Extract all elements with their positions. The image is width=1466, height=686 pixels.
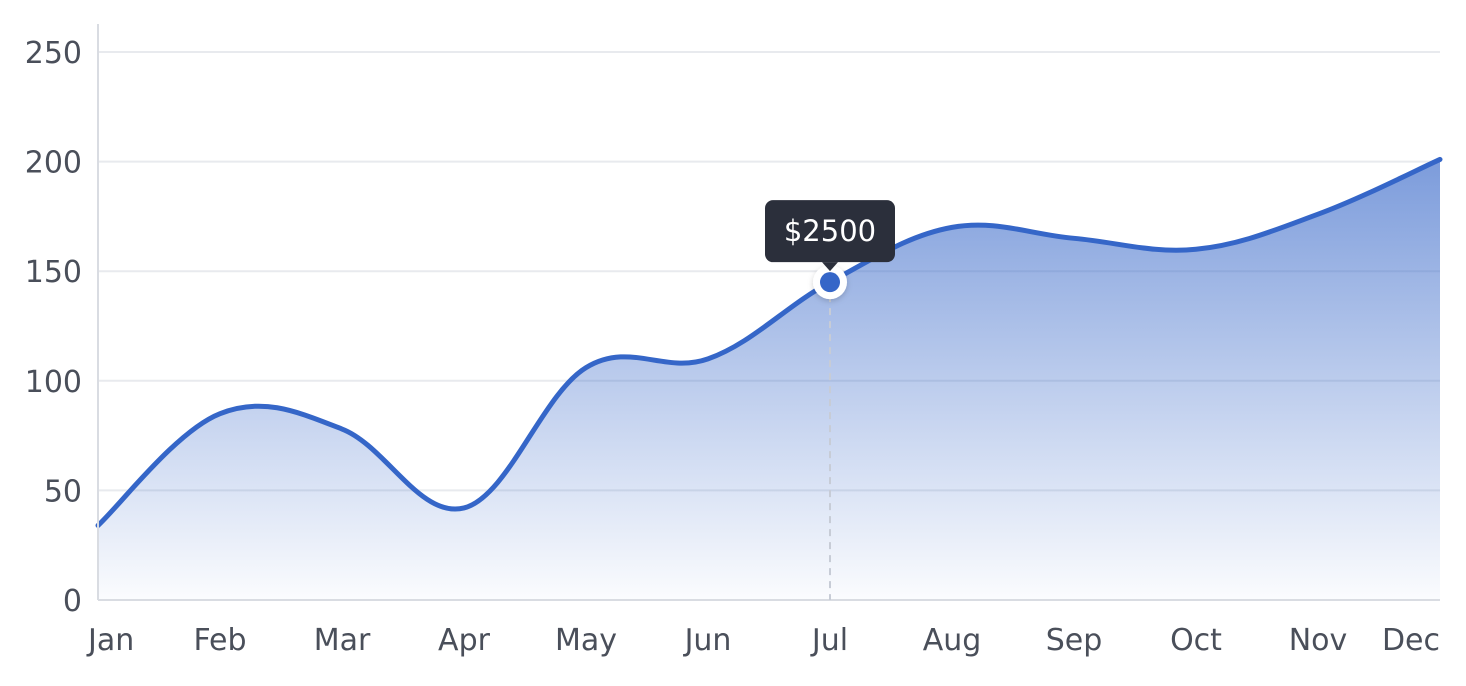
x-axis-ticks: Jan Feb Mar Apr May Jun Jul Aug Sep Oct Nov Dec: [86, 623, 1440, 658]
data-point-may[interactable]: [572, 354, 600, 382]
y-tick-label: 50: [44, 474, 82, 509]
data-point-apr[interactable]: [450, 494, 478, 522]
data-point-aug[interactable]: [938, 213, 966, 241]
x-tick-label: Mar: [314, 623, 371, 658]
area-series: [95, 145, 1454, 600]
hover-dot[interactable]: [820, 272, 840, 293]
x-tick-label: Oct: [1170, 623, 1222, 658]
x-tick-label: Jun: [683, 623, 732, 658]
x-tick-label: Jul: [810, 623, 848, 658]
data-point-oct[interactable]: [1182, 235, 1210, 263]
data-point-dec[interactable]: [1426, 145, 1454, 173]
tooltip-box: [765, 200, 895, 263]
data-point-mar[interactable]: [328, 415, 356, 443]
tooltip-value: $2500: [784, 214, 876, 248]
tooltip-arrow: [822, 262, 838, 272]
y-tick-label: 250: [25, 36, 82, 71]
x-tick-label: Sep: [1046, 623, 1103, 658]
y-tick-label: 100: [25, 365, 82, 400]
y-axis-ticks: 0 50 100 150 200 250: [25, 36, 82, 619]
x-tick-label: Apr: [438, 623, 491, 658]
area-fill: [98, 159, 1440, 600]
tooltip: $2500: [765, 200, 895, 272]
x-tick-label: Nov: [1289, 623, 1348, 658]
data-point-sep[interactable]: [1060, 224, 1088, 252]
x-tick-label: Dec: [1382, 623, 1440, 658]
x-tick-label: Feb: [193, 623, 246, 658]
x-tick-label: Jan: [86, 623, 134, 658]
axes: [97, 24, 1440, 601]
data-point-feb[interactable]: [206, 400, 234, 428]
data-point-jun[interactable]: [694, 345, 722, 373]
x-tick-label: Aug: [923, 623, 982, 658]
y-tick-label: 200: [25, 146, 82, 181]
x-tick-label: May: [555, 623, 617, 658]
y-tick-label: 0: [63, 584, 82, 619]
y-tick-label: 150: [25, 255, 82, 290]
series-line: [95, 156, 1443, 528]
data-point-nov[interactable]: [1304, 200, 1332, 228]
hover-marker: [813, 265, 847, 600]
